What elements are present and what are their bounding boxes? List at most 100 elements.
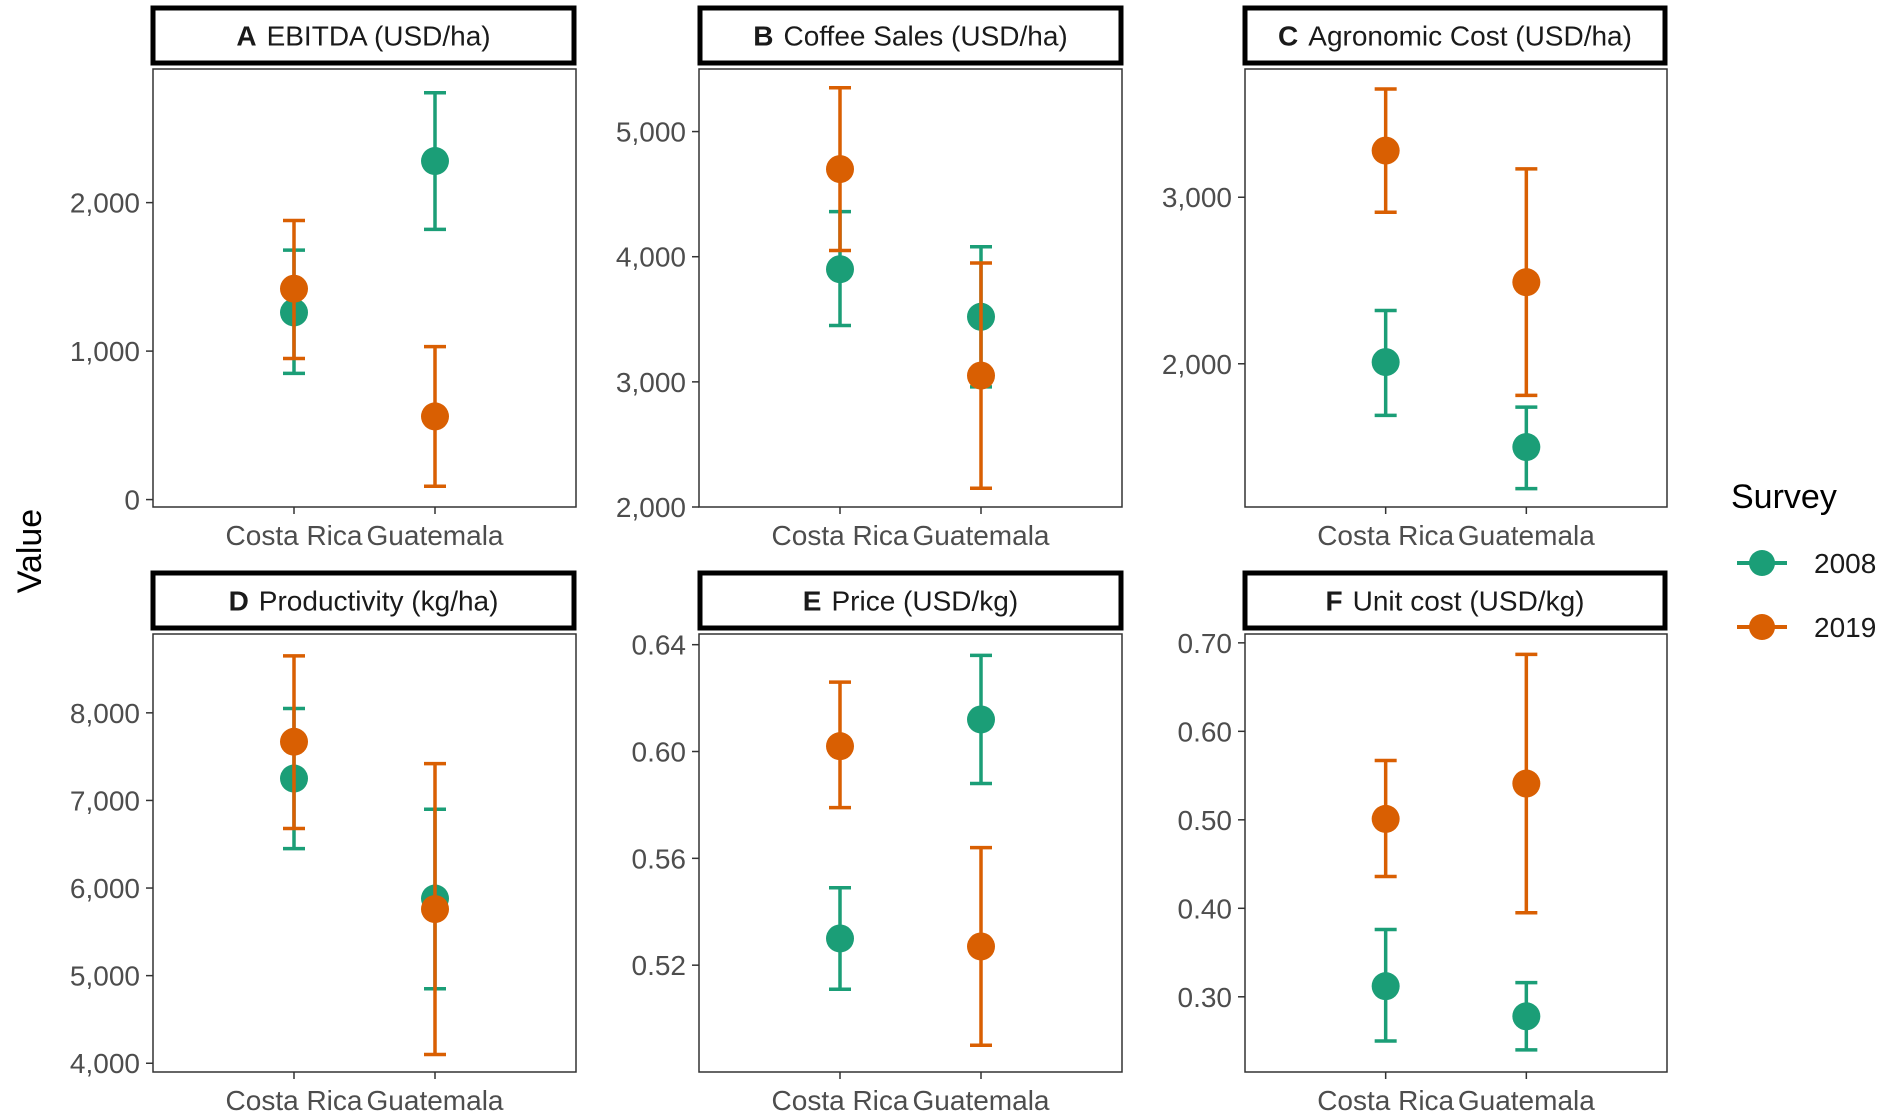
panel-a-2019-guatemala-point [421, 402, 449, 431]
panel-e-x-tick-label: Guatemala [913, 1085, 1050, 1115]
panel-c-x-tick-label: Guatemala [1458, 520, 1595, 551]
panel-b-frame [698, 68, 1123, 508]
panel-e-2019-guatemala-point [967, 932, 995, 961]
panel-e-2008-guatemala-point [967, 705, 995, 734]
legend-item-2019: 2019 [1737, 612, 1876, 643]
panel-e-2019-costa-rica-point [826, 732, 854, 761]
panel-d-letter: D [229, 586, 249, 617]
panel-d-2019-guatemala-point [421, 895, 449, 924]
panel-a-y-tick-label: 2,000 [70, 188, 140, 219]
panel-c-2008-costa-rica-point [1371, 348, 1400, 377]
panel-f-2019-costa-rica-point [1371, 804, 1400, 833]
panel-b-x-tick-label: Costa Rica [772, 520, 909, 551]
panel-e-y-tick-label: 0.52 [632, 950, 687, 981]
panel-f-title-text: Unit cost (USD/kg) [1353, 586, 1585, 617]
panel-b-2019-guatemala-point [967, 361, 995, 390]
legend-key-point-2019 [1749, 614, 1775, 640]
panel-c-2019-costa-rica-point [1371, 136, 1400, 165]
panel-c-x-tick-label: Costa Rica [1317, 520, 1454, 551]
panel-c-strip [1242, 5, 1668, 66]
panel-c-2008-guatemala-point [1512, 433, 1541, 462]
panel-a-strip [150, 5, 577, 66]
legend-label-2008: 2008 [1814, 548, 1876, 579]
panel-b-2019-costa-rica-point [826, 155, 854, 184]
panel-b-2008-costa-rica-point [826, 255, 854, 284]
panel-e-y-tick-label: 0.64 [632, 630, 687, 661]
panel-c-frame [1244, 68, 1668, 508]
y-axis-title: Value [11, 509, 49, 593]
panel-e-2008-costa-rica-point [826, 924, 854, 953]
panel-d-x-tick-label: Guatemala [367, 1085, 504, 1115]
panel-f-letter: F [1326, 586, 1343, 617]
panel-e: E Price (USD/kg) 0.52 0.56 0.60 0.64 Costa Ric… [632, 570, 1124, 1115]
panel-f-title: F Unit cost (USD/kg) [1326, 586, 1585, 617]
panel-e-title: E Price (USD/kg) [803, 586, 1018, 617]
panel-e-frame [698, 633, 1123, 1073]
panel-f-frame [1244, 633, 1668, 1073]
panel-e-title-text: Price (USD/kg) [831, 586, 1018, 617]
panel-f-2019-guatemala-point [1512, 769, 1541, 798]
panel-f-x-tick-label: Costa Rica [1317, 1085, 1454, 1115]
panel-f-2008-guatemala-point [1512, 1002, 1541, 1031]
panel-d-y-tick-label: 6,000 [70, 873, 140, 904]
panel-d-y-tick-label: 4,000 [70, 1048, 140, 1079]
panel-f-strip [1242, 570, 1668, 631]
panel-c: C Agronomic Cost (USD/ha) 2,000 3,000 Costa … [1162, 5, 1668, 551]
legend-item-2008: 2008 [1737, 548, 1876, 579]
legend: Survey 2008 2019 [1731, 478, 1876, 643]
panel-b-x-tick-label: Guatemala [913, 520, 1050, 551]
panel-f-y-tick-label: 0.50 [1178, 805, 1233, 836]
panel-f-y-tick-label: 0.40 [1178, 893, 1233, 924]
panel-a-title-text: EBITDA (USD/ha) [267, 21, 491, 52]
panel-a-x-tick-label: Guatemala [367, 520, 504, 551]
panel-b-strip [697, 5, 1124, 66]
panel-b-y-tick-label: 3,000 [616, 367, 686, 398]
panel-c-y-tick-label: 2,000 [1162, 349, 1232, 380]
panel-d-2019-costa-rica-point [280, 727, 308, 756]
panel-b-letter: B [753, 21, 773, 52]
panel-a: A EBITDA (USD/ha) 0 1,000 2,000 Costa Rica Gua… [70, 5, 577, 551]
legend-key-point-2008 [1749, 550, 1775, 576]
panel-d-title: D Productivity (kg/ha) [229, 586, 499, 617]
panel-e-x-tick-label: Costa Rica [772, 1085, 909, 1115]
panel-f-y-tick-label: 0.70 [1178, 628, 1233, 659]
panel-a-2008-guatemala-point [421, 147, 449, 176]
panel-a-letter: A [236, 21, 256, 52]
panel-d-y-tick-label: 5,000 [70, 961, 140, 992]
panel-a-title: A EBITDA (USD/ha) [236, 21, 490, 52]
panel-d-x-tick-label: Costa Rica [226, 1085, 363, 1115]
panel-b-title-text: Coffee Sales (USD/ha) [783, 21, 1067, 52]
panel-d-y-tick-label: 7,000 [70, 785, 140, 816]
panel-f-x-tick-label: Guatemala [1458, 1085, 1595, 1115]
panel-d-y-tick-label: 8,000 [70, 698, 140, 729]
panel-a-y-tick-label: 1,000 [70, 336, 140, 367]
panel-c-title: C Agronomic Cost (USD/ha) [1278, 21, 1632, 52]
panel-b-y-tick-label: 5,000 [616, 117, 686, 148]
panel-a-y-tick-label: 0 [124, 485, 140, 516]
panel-c-title-text: Agronomic Cost (USD/ha) [1308, 21, 1632, 52]
panel-c-letter: C [1278, 21, 1298, 52]
panel-d-strip [150, 570, 577, 631]
panel-b: B Coffee Sales (USD/ha) 2,000 3,000 4,000 5,0… [616, 5, 1124, 551]
legend-title: Survey [1731, 478, 1837, 516]
panel-c-2019-guatemala-point [1512, 268, 1541, 297]
panel-a-x-tick-label: Costa Rica [226, 520, 363, 551]
panel-b-y-tick-label: 4,000 [616, 242, 686, 273]
panel-b-title: B Coffee Sales (USD/ha) [753, 21, 1068, 52]
panel-f-y-tick-label: 0.30 [1178, 982, 1233, 1013]
panel-c-y-tick-label: 3,000 [1162, 182, 1232, 213]
panel-a-frame [152, 68, 577, 508]
panel-f-2008-costa-rica-point [1371, 972, 1400, 1001]
panel-f: F Unit cost (USD/kg) 0.30 0.40 0.50 0.60 0.70 C… [1178, 570, 1668, 1115]
panel-d: D Productivity (kg/ha) 4,000 5,000 6,000 7,00… [70, 570, 577, 1115]
panel-e-y-tick-label: 0.60 [632, 737, 687, 768]
panel-d-frame [152, 633, 577, 1073]
panel-a-2019-costa-rica-point [280, 274, 308, 303]
panel-f-y-tick-label: 0.60 [1178, 716, 1233, 747]
panel-e-letter: E [803, 586, 822, 617]
legend-label-2019: 2019 [1814, 612, 1876, 643]
panel-d-title-text: Productivity (kg/ha) [259, 586, 499, 617]
panel-e-y-tick-label: 0.56 [632, 843, 687, 874]
